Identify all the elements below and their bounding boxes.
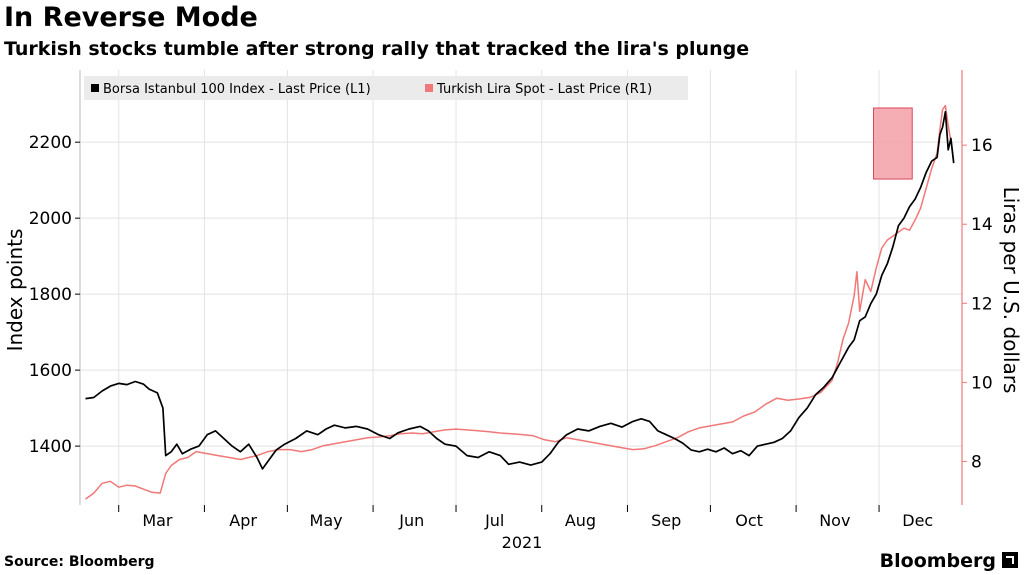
x-tick-label: Nov: [819, 511, 850, 530]
y-tick-label-right: 12: [971, 294, 993, 314]
y-tick-label-left: 2000: [29, 209, 72, 229]
x-tick-label: Oct: [735, 511, 763, 530]
y-tick-label-left: 2200: [29, 133, 72, 153]
y-tick-label-right: 10: [971, 373, 993, 393]
highlight-box: [873, 107, 913, 180]
y-tick-label-left: 1800: [29, 285, 72, 305]
y-tick-label-right: 8: [971, 453, 982, 473]
left-y-ticks: 1400 1600 1800 2000 2200: [29, 133, 80, 457]
x-ticks: Mar Apr May Jun Jul Aug Sep Oct Nov Dec: [118, 505, 933, 530]
chart-subtitle: Turkish stocks tumble after strong rally…: [4, 38, 750, 60]
y-axis-label-right: Liras per U.S. dollars: [999, 187, 1023, 394]
x-tick-label: May: [310, 511, 343, 530]
source-note: Source: Bloomberg: [4, 554, 155, 570]
series-line-lira: [85, 104, 955, 500]
brand-logo-text: Bloomberg: [879, 550, 996, 572]
legend-label-stocks: Borsa Istanbul 100 Index - Last Price (L…: [103, 82, 371, 97]
gridlines: [80, 70, 962, 505]
legend-label-lira: Turkish Lira Spot - Last Price (R1): [436, 82, 652, 97]
right-y-ticks: 8 10 12 14 16: [962, 136, 993, 473]
series-line-stocks: [85, 110, 955, 470]
legend-swatch-stocks: [91, 84, 99, 92]
x-tick-label: Apr: [229, 511, 257, 530]
y-tick-label-left: 1600: [29, 361, 72, 381]
x-tick-label: Dec: [902, 511, 933, 530]
y-tick-label-left: 1400: [29, 437, 72, 457]
y-tick-label-right: 14: [971, 215, 993, 235]
legend-swatch-lira: [425, 84, 433, 92]
legend-background: [84, 76, 688, 100]
x-tick-label: Jun: [398, 511, 424, 530]
x-tick-label: Aug: [565, 511, 596, 530]
y-tick-label-right: 16: [971, 136, 993, 156]
chart-title: In Reverse Mode: [4, 2, 258, 33]
y-axis-label-left: Index points: [3, 229, 27, 352]
x-tick-label: Mar: [142, 511, 173, 530]
x-tick-label: Sep: [651, 511, 681, 530]
x-axis-label: 2021: [502, 533, 543, 552]
legend: Borsa Istanbul 100 Index - Last Price (L…: [84, 76, 688, 100]
brand-arrow-icon: [1002, 552, 1018, 568]
x-tick-label: Jul: [484, 511, 504, 530]
series-lines: [85, 104, 955, 500]
